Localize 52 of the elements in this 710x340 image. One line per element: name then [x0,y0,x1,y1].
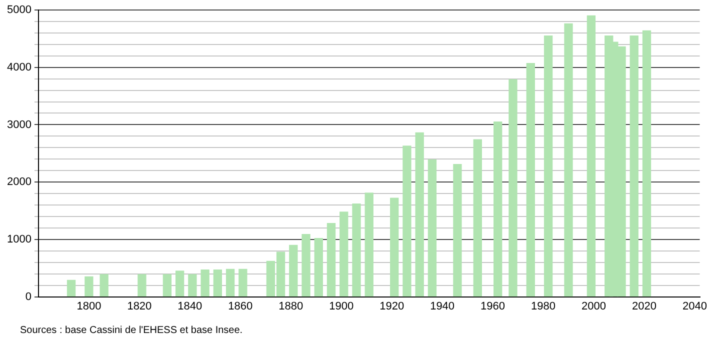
y-tick-label: 3000 [6,118,32,131]
y-tick-label: 0 [25,290,32,303]
bar [564,23,573,297]
bar [138,274,146,297]
y-tick-label: 2000 [6,176,32,188]
x-tick-label: 1840 [178,300,202,312]
x-tick-label: 2020 [632,300,656,312]
bar [66,280,76,297]
bar [326,223,336,297]
x-tick-label: 1800 [76,300,102,312]
bar [544,35,553,297]
bar [415,132,424,297]
bar [100,274,108,297]
y-tick-label: 4000 [6,61,32,74]
x-tick-label: 1880 [278,300,304,312]
x-tick-label: 1900 [329,300,354,312]
x-tick-label: 1920 [380,300,404,312]
bar [162,274,172,297]
bar [188,274,197,297]
bar [302,234,310,297]
bar [364,192,374,297]
bar [402,146,412,297]
x-tick-label: 1980 [531,300,556,312]
bar [289,244,298,297]
bar [526,63,535,297]
bar [586,15,596,297]
bar [314,238,323,297]
x-tick-label: 1940 [430,300,455,312]
bar [642,30,652,297]
bar [213,270,222,297]
y-tick-label: 1000 [6,233,32,246]
bar [473,139,482,297]
x-tick-label: 2000 [582,300,606,312]
bar [352,204,361,297]
bar [340,212,348,297]
x-tick-label: 1960 [480,300,506,312]
bar [238,268,248,297]
bar [390,198,399,297]
bar [453,164,462,297]
x-tick-label: 2040 [682,300,707,312]
bar [200,270,210,297]
bar [175,270,184,297]
bar [508,79,518,297]
x-tick-label: 1860 [228,300,253,312]
bar [428,159,437,297]
bar [630,35,638,297]
x-tick-label: 1820 [127,300,152,312]
bar [494,122,502,297]
bar [84,276,94,297]
bar [226,268,235,297]
source-note: Sources : base Cassini de l'EHESS et base Insee. [20,325,243,336]
y-tick-label: 5000 [6,4,32,16]
